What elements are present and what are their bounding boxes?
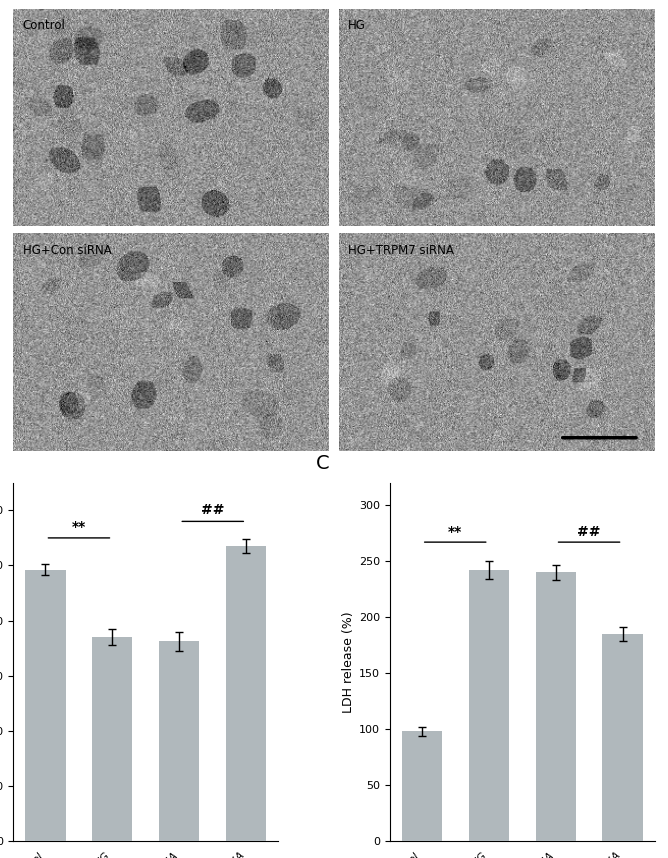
Bar	[92, 637, 132, 841]
Bar	[469, 570, 509, 841]
Bar	[536, 572, 576, 841]
Text: C: C	[315, 454, 329, 474]
Text: HG+Con siRNA: HG+Con siRNA	[23, 244, 112, 257]
Bar	[401, 731, 442, 841]
Text: Control: Control	[23, 20, 65, 33]
Text: HG+TRPM7 siRNA: HG+TRPM7 siRNA	[348, 244, 454, 257]
Bar	[226, 547, 267, 841]
Bar	[159, 641, 199, 841]
Y-axis label: LDH release (%): LDH release (%)	[341, 611, 355, 713]
Bar	[603, 634, 643, 841]
Text: **: **	[448, 525, 462, 539]
Text: HG: HG	[348, 20, 366, 33]
Text: **: **	[72, 520, 86, 534]
Bar	[25, 570, 65, 841]
Text: ##: ##	[577, 525, 601, 539]
Text: ##: ##	[201, 504, 224, 517]
